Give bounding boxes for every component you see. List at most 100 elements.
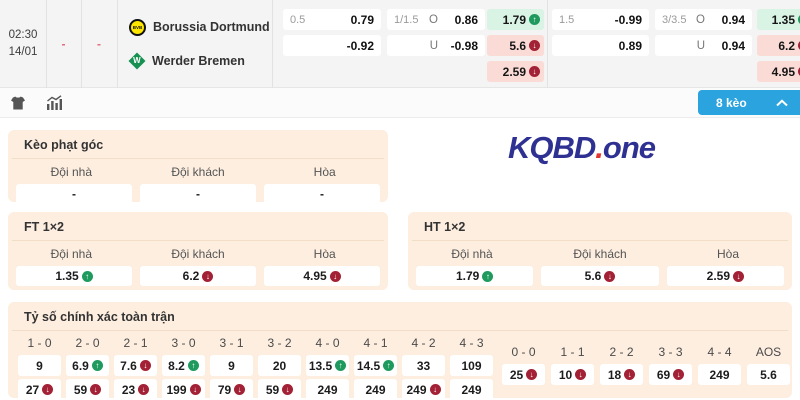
over-label: O	[429, 13, 438, 26]
odds-cell: 6.2	[140, 266, 256, 286]
handicap-line: 1.5	[559, 13, 575, 26]
home-team-name[interactable]: Borussia Dortmund	[153, 20, 270, 34]
ou-line: 3/3.5	[662, 13, 687, 26]
odds-cell: 33	[402, 355, 445, 376]
odds-cell: -	[264, 184, 380, 204]
draw-score-grid: 0 - 0 25 1 - 1 10 2 - 2 18 3 - 3 69 4 - 4 249 AOS 5…	[502, 344, 796, 385]
ft-under-cell[interactable]: U 0.94	[655, 35, 752, 56]
home-team-row[interactable]: BVB Borussia Dortmund	[129, 17, 270, 37]
odds-cell: 7.6	[114, 355, 157, 376]
odds-value: 0.94	[721, 12, 745, 27]
odds-value: -0.99	[614, 12, 642, 27]
match-col-dash-1: -	[61, 37, 66, 51]
score-label: 2 - 0	[75, 336, 100, 350]
odds-cell: 13.5	[306, 355, 349, 376]
score-label: 3 - 0	[171, 336, 196, 350]
ft-handicap-away-cell[interactable]: 0.89	[552, 35, 649, 56]
jersey-icon[interactable]	[10, 95, 28, 111]
score-column: 2 - 1 7.6 23	[114, 335, 157, 400]
odds-cell: 5.6	[747, 364, 790, 385]
odds-cell: 249	[450, 379, 493, 400]
draw-score-column: 1 - 1 10	[551, 344, 594, 385]
draw-score-column: 3 - 3 69	[649, 344, 692, 385]
odds-cell: 27	[18, 379, 61, 400]
header-away: Đội khách	[573, 247, 627, 261]
header-away: Đội khách	[171, 247, 225, 261]
away-team-row[interactable]: W Werder Bremen	[128, 51, 245, 71]
odds-cell: 59	[258, 379, 301, 400]
section-title: Kèo phạt góc	[12, 130, 384, 159]
match-time: 02:30 14/01	[0, 0, 46, 88]
odds-cell: 5.6	[541, 266, 659, 286]
exact-score-grid: 1 - 09272 - 06.9592 - 17.6233 - 08.21993…	[18, 335, 498, 400]
odds-cell: 109	[450, 355, 493, 376]
score-label: 3 - 1	[219, 336, 244, 350]
odds-cell: 249	[402, 379, 445, 400]
score-label: 4 - 0	[315, 336, 340, 350]
score-label: 1 - 0	[27, 336, 52, 350]
ft-1x2-home-cell[interactable]: 1.35	[757, 9, 800, 30]
score-column: 4 - 1 14.5 249	[354, 335, 397, 400]
ht-1x2-section: HT 1×2 Đội nhà Đội khách Hòa 1.79 5.6 2.…	[408, 212, 792, 290]
stats-chart-icon[interactable]	[46, 94, 64, 111]
ft-1x2-section: FT 1×2 Đội nhà Đội khách Hòa 1.35 6.2 4.…	[8, 212, 388, 290]
score-label: 4 - 3	[459, 336, 484, 350]
corner-odds-section: Kèo phạt góc Đội nhà Đội khách Hòa - - -	[8, 130, 388, 204]
kqbd-logo[interactable]: KQBD.one	[508, 130, 656, 165]
odds-cell: 1.79	[416, 266, 534, 286]
odds-cell: 6.9	[66, 355, 109, 376]
odds-cell: 2.59	[666, 266, 784, 286]
odds-cell: 59	[66, 379, 109, 400]
ft-handicap-home-cell[interactable]: 1.5 -0.99	[552, 9, 649, 30]
score-column: 4 - 0 13.5 249	[306, 335, 349, 400]
score-column: 2 - 0 6.9 59	[66, 335, 109, 400]
logo-dot: .	[595, 130, 604, 165]
odds-cell: -	[140, 184, 256, 204]
score-label: 3 - 2	[267, 336, 292, 350]
section-title: FT 1×2	[12, 212, 384, 241]
ht-1x2-home-cell[interactable]: 1.79	[487, 9, 544, 30]
score-column: 1 - 0 9 27	[18, 335, 61, 400]
away-team-name[interactable]: Werder Bremen	[152, 54, 245, 68]
odds-cell: 25	[502, 364, 545, 385]
bets-count-button[interactable]: 8 kèo	[698, 90, 800, 115]
ht-handicap-away-cell[interactable]: -0.92	[283, 35, 381, 56]
odds-cell: 10	[551, 364, 594, 385]
kickoff-time: 02:30	[8, 29, 38, 41]
section-title: Tỷ số chính xác toàn trận	[12, 302, 788, 331]
odds-value: -0.92	[346, 38, 374, 53]
draw-score-column: 4 - 4 249	[698, 344, 741, 385]
score-label: 4 - 1	[363, 336, 388, 350]
ht-1x2-away-cell[interactable]: 5.6	[487, 35, 544, 56]
score-label: AOS	[755, 345, 782, 359]
score-column: 4 - 2 33 249	[402, 335, 445, 400]
ht-under-cell[interactable]: U -0.98	[387, 35, 485, 56]
kickoff-date: 14/01	[8, 46, 38, 58]
ft-1x2-away-cell[interactable]: 6.2	[757, 35, 800, 56]
odds-cell: 1.35	[16, 266, 132, 286]
header-home: Đội nhà	[50, 247, 93, 261]
header-away: Đội khách	[171, 165, 225, 179]
odds-cell: 20	[258, 355, 301, 376]
ht-1x2-draw-cell[interactable]: 2.59	[487, 61, 544, 82]
odds-cell: 8.2	[162, 355, 205, 376]
ft-over-cell[interactable]: 3/3.5 O 0.94	[655, 9, 752, 30]
odds-cell: 14.5	[354, 355, 397, 376]
odds-value: 0.86	[454, 12, 478, 27]
ft-1x2-draw-cell[interactable]: 4.95	[757, 61, 800, 82]
score-column: 3 - 0 8.2 199	[162, 335, 205, 400]
header-home: Đội nhà	[451, 247, 493, 261]
match-odds-row: 02:30 14/01 - - BVB Borussia Dortmund W …	[0, 0, 800, 88]
toolbar: 8 kèo	[0, 88, 800, 118]
header-draw: Hòa	[716, 247, 739, 261]
under-label: U	[429, 39, 438, 52]
ht-over-cell[interactable]: 1/1.5 O 0.86	[387, 9, 485, 30]
odds-cell: 4.95	[264, 266, 380, 286]
odds-value: 0.79	[350, 12, 374, 27]
score-label: 1 - 1	[560, 345, 585, 359]
bets-count-label: 8 kèo	[716, 95, 747, 110]
ht-handicap-home-cell[interactable]: 0.5 0.79	[283, 9, 381, 30]
score-label: 0 - 0	[511, 345, 536, 359]
odds-cell: 249	[354, 379, 397, 400]
odds-cell: -	[16, 184, 132, 204]
